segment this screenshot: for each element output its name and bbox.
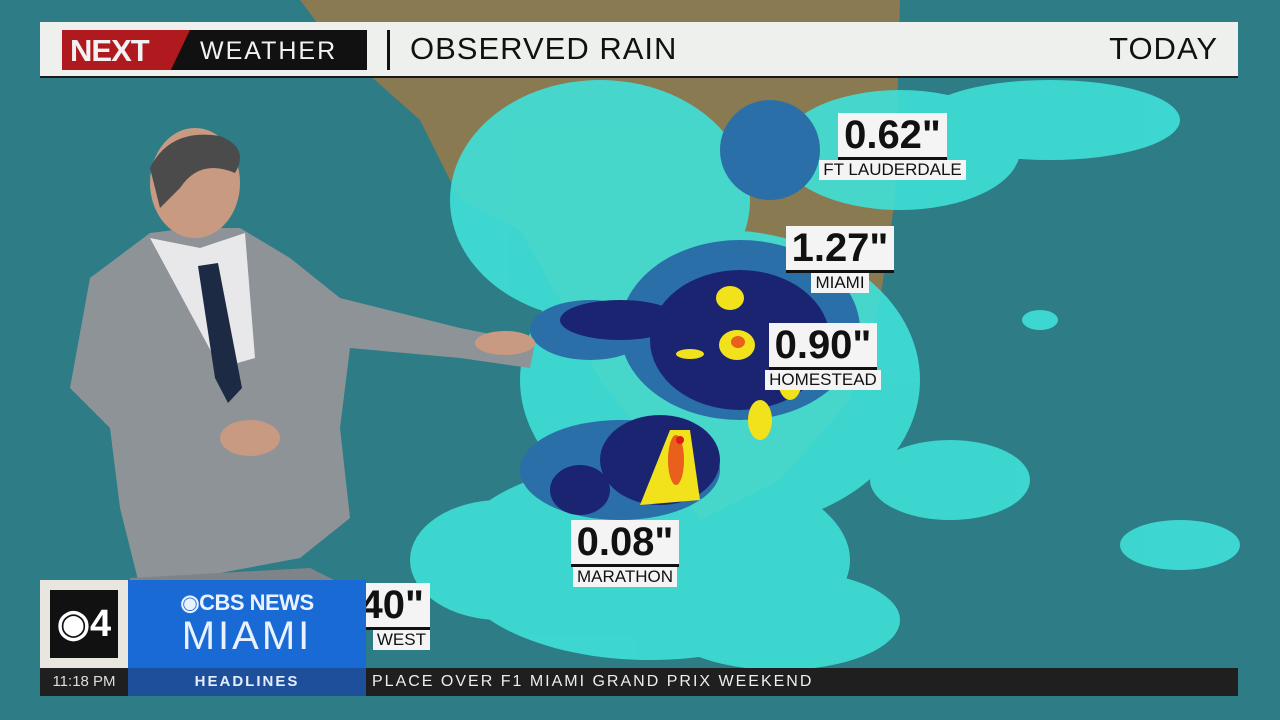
cbs-news-miami-logo: ◉CBS NEWS MIAMI bbox=[128, 580, 366, 668]
period-label: TODAY bbox=[1109, 31, 1218, 66]
cbs4-logo: ◉4 bbox=[40, 580, 128, 668]
clock: 11:18 PM bbox=[52, 673, 116, 690]
rain-total-marathon: 0.08" MARATHON bbox=[555, 520, 695, 587]
rain-total-miami: 1.27" MIAMI bbox=[780, 226, 900, 293]
rain-total-key-west: 40" WEST bbox=[340, 583, 430, 650]
cbs-eye-icon: ◉ bbox=[56, 603, 91, 645]
header-bar: NEXT WEATHER OBSERVED RAIN TODAY bbox=[40, 22, 1238, 76]
news-ticker: 11:18 PM HEADLINES PLACE OVER F1 MIAMI G… bbox=[40, 668, 1238, 696]
next-weather-logo: NEXT WEATHER bbox=[62, 30, 367, 70]
rain-total-homestead: 0.90" HOMESTEAD bbox=[758, 323, 888, 390]
extreme-rain-area bbox=[668, 336, 745, 485]
header-divider bbox=[387, 30, 390, 70]
cbs-eye-icon: ◉ bbox=[180, 590, 200, 615]
ticker-section: HEADLINES bbox=[128, 668, 366, 696]
map-title: OBSERVED RAIN bbox=[410, 31, 678, 66]
weather-presenter bbox=[70, 128, 535, 588]
ticker-crawl: PLACE OVER F1 MIAMI GRAND PRIX WEEKEND bbox=[372, 673, 814, 690]
rain-total-ft-lauderdale: 0.62" FT LAUDERDALE bbox=[805, 113, 980, 180]
